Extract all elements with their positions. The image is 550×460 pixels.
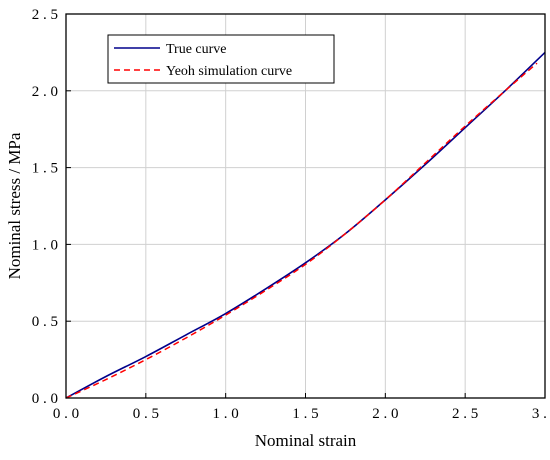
legend-label-true-curve: True curve xyxy=(166,42,227,57)
y-tick-label: 0 . 5 xyxy=(32,314,58,330)
y-tick-label: 2 . 5 xyxy=(32,7,58,23)
legend-box xyxy=(107,34,335,84)
x-tick-label: 2 . 5 xyxy=(452,406,478,422)
axis-ticks: 0 . 0 0 . 5 1 . 0 1 . 5 2 . 0 2 . 5 3 . 0 0 . 0… xyxy=(32,7,550,422)
x-axis-title: Nominal strain xyxy=(255,431,357,450)
x-tick-label: 1 . 0 xyxy=(213,406,239,422)
y-tick-label: 2 . 0 xyxy=(32,84,58,100)
series-layer xyxy=(65,51,546,399)
x-tick-label: 3 . 0 xyxy=(532,406,550,422)
legend-label-yeoh-simulation-curve: Yeoh simulation curve xyxy=(166,64,292,79)
x-tick-label: 1 . 5 xyxy=(292,406,318,422)
x-tick-label: 0 . 0 xyxy=(53,406,79,422)
y-tick-label: 1 . 0 xyxy=(32,237,58,253)
x-tick-label: 0 . 5 xyxy=(133,406,159,422)
y-axis-title: Nominal stress / MPa xyxy=(5,132,24,279)
y-tick-label: 1 . 5 xyxy=(32,161,58,177)
series-line-1 xyxy=(65,62,538,399)
series-line-0 xyxy=(65,51,546,399)
legend: True curve Yeoh simulation curve xyxy=(107,34,335,84)
x-tick-label: 2 . 0 xyxy=(372,406,398,422)
y-tick-label: 0 . 0 xyxy=(32,391,58,407)
